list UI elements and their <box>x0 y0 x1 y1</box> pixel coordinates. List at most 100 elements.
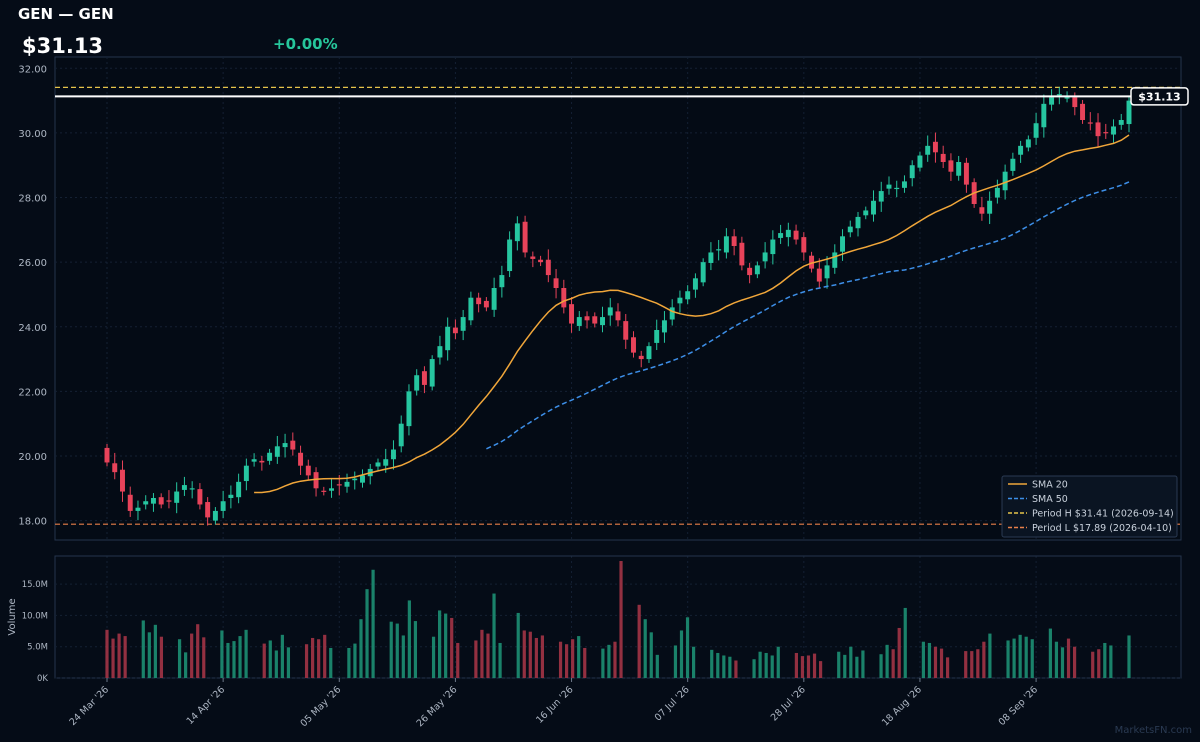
candle <box>576 317 582 326</box>
volume-bar <box>431 636 436 678</box>
volume-bar <box>1103 642 1107 678</box>
volume-bar <box>722 655 726 678</box>
candle <box>1111 126 1116 135</box>
price-panel: 32.00 30.00 28.00 26.00 24.00 22.00 20.00 18.00… <box>18 56 1189 541</box>
volume-tick-label: 0K <box>37 674 48 684</box>
candle <box>445 326 451 351</box>
candle <box>321 490 327 492</box>
candle <box>166 500 172 502</box>
candle <box>1056 94 1062 96</box>
y-tick-label: 18.00 <box>18 517 47 528</box>
volume-bar <box>347 647 351 678</box>
candle <box>267 452 273 461</box>
candle <box>747 267 753 276</box>
volume-bar <box>837 651 841 678</box>
candle <box>329 488 335 491</box>
candle <box>538 259 544 263</box>
candle <box>840 236 846 252</box>
candle <box>127 494 133 511</box>
volume-bar <box>885 644 889 678</box>
candle <box>212 510 218 521</box>
volume-bar <box>619 561 623 678</box>
candle <box>181 485 187 490</box>
candle <box>770 239 776 255</box>
volume-bar <box>897 627 901 678</box>
candle <box>158 497 164 505</box>
candle <box>661 320 667 333</box>
candle <box>398 423 404 447</box>
candle <box>561 288 567 308</box>
volume-bar <box>395 623 399 678</box>
volume-bar <box>1018 634 1022 678</box>
volume-bar <box>117 633 121 678</box>
volume-bar <box>843 654 847 678</box>
volume-bar <box>486 633 490 678</box>
candle <box>909 165 915 179</box>
candle <box>220 501 226 511</box>
volume-bar <box>534 637 538 678</box>
candle <box>491 288 497 310</box>
x-tick-label: 18 Aug '26 <box>880 684 924 728</box>
volume-bar <box>353 643 357 678</box>
volume-bar <box>480 629 484 678</box>
candle <box>1118 120 1124 125</box>
volume-bar <box>407 600 411 678</box>
candle <box>1002 171 1008 191</box>
volume-bar <box>734 660 738 678</box>
candle <box>925 145 931 155</box>
candle <box>120 469 125 492</box>
volume-bar <box>776 646 780 678</box>
volume-bar <box>147 632 151 678</box>
volume-bar <box>1072 646 1077 678</box>
volume-bar <box>764 652 768 678</box>
x-tick-label: 24 Mar '26 <box>67 684 111 728</box>
y-tick-label: 22.00 <box>18 387 47 398</box>
volume-bar <box>1006 640 1010 678</box>
candle <box>236 481 242 498</box>
volume-bar <box>770 655 774 678</box>
candle <box>189 488 195 490</box>
volume-bar <box>220 630 224 678</box>
candle <box>816 268 822 282</box>
chart-title: GEN — GEN <box>18 5 114 23</box>
legend: SMA 20 SMA 50 Period H $31.41 (2026-09-14)… <box>1001 475 1178 538</box>
volume-bar <box>226 642 230 678</box>
volume-bar <box>105 629 109 678</box>
volume-bar <box>1109 645 1113 678</box>
volume-bar <box>268 640 272 678</box>
x-tick-label: 08 Sep '26 <box>997 684 1041 728</box>
candle <box>476 297 482 305</box>
volume-bar <box>752 659 756 678</box>
volume-bar <box>111 638 115 678</box>
volume-bar <box>190 633 194 678</box>
candle <box>452 327 458 334</box>
volume-bar <box>389 621 393 678</box>
candle <box>499 275 505 288</box>
volume-bar <box>679 630 684 678</box>
volume-bar <box>637 604 641 678</box>
candle <box>685 291 691 300</box>
candle <box>205 502 211 518</box>
y-tick-label: 30.00 <box>18 129 47 140</box>
watermark: MarketsFN.com <box>1115 725 1192 736</box>
volume-bar <box>232 641 236 678</box>
volume-bar <box>1091 651 1095 678</box>
volume-bar <box>861 650 865 678</box>
candle <box>135 507 141 511</box>
candle <box>778 233 784 238</box>
volume-bar <box>498 642 502 678</box>
candle <box>336 484 342 486</box>
volume-bar <box>153 624 157 678</box>
candle <box>894 187 900 190</box>
volume-bar <box>1048 628 1052 678</box>
volume-bar <box>274 650 278 678</box>
candle <box>979 207 985 214</box>
candle <box>243 465 249 482</box>
volume-bar <box>1054 641 1059 678</box>
volume-bar <box>401 635 405 678</box>
candle <box>638 355 644 360</box>
candle <box>530 256 536 259</box>
volume-bar <box>806 655 811 678</box>
candle <box>878 191 884 202</box>
volume-bar <box>450 617 454 678</box>
